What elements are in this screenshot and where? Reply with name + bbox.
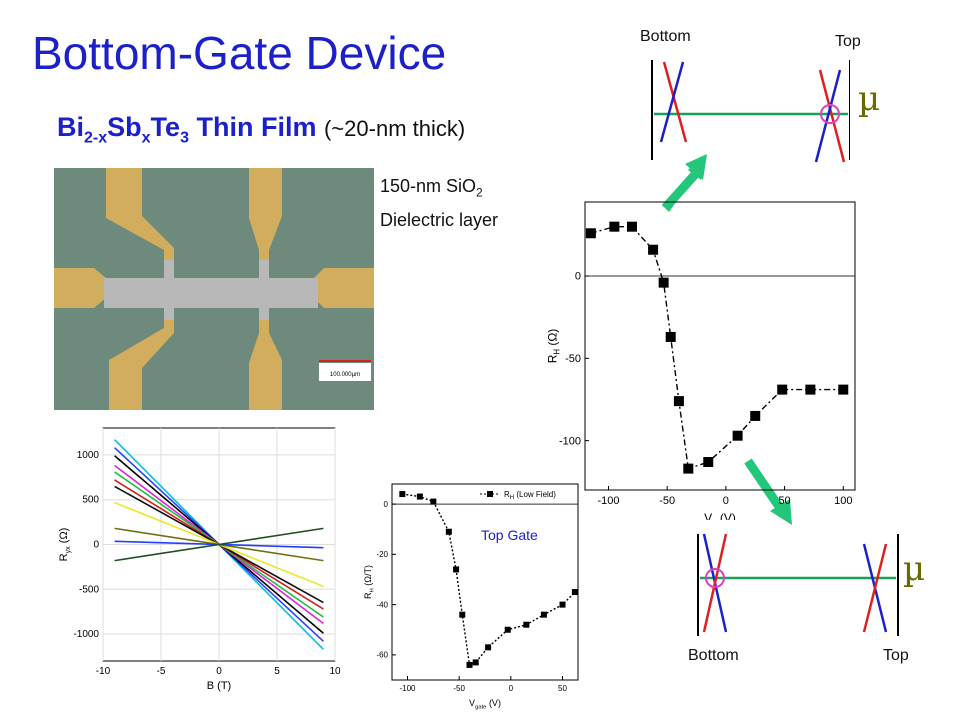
data-point [626,221,637,232]
arrow-down-icon [744,458,792,525]
y-tick-label: -60 [376,651,388,660]
chart-rh-vg: -100 -50 0 50 100 0 -50 -100 Vg (V) RH (Ω) [545,201,856,520]
data-point [609,221,620,232]
data-point [805,384,816,395]
fermi-circle [820,104,840,124]
mu-symbol: µ [903,549,926,589]
band-top-right-label: Top [835,33,861,50]
data-point [777,384,788,395]
hall-bar [104,278,318,308]
y-tick-label: -1000 [73,629,99,640]
contact-pad [249,318,282,410]
x-tick-label: 0 [509,684,514,693]
legend-label: RH (Low Field) [504,490,556,501]
data-point [838,384,849,395]
y-axis-label: RH (Ω) [545,329,561,364]
data-point [559,601,566,608]
y-axis-label: Ryx (Ω) [58,528,72,562]
y-tick-label: -50 [565,353,581,365]
data-point [571,589,578,596]
series-line [402,493,576,666]
contact-pad [314,268,374,308]
contact-pad [109,318,174,410]
x-tick-label: -10 [96,666,111,677]
x-axis-label: Vgate (V) [469,698,501,710]
x-tick-label: 10 [329,666,341,677]
x-tick-label: 0 [723,495,729,507]
mu-symbol: µ [858,79,881,119]
series-line [590,225,844,470]
device-micrograph: 100.000µm [54,168,374,410]
y-tick-label: -40 [376,600,388,609]
data-point [750,410,761,421]
x-tick-label: 50 [778,495,790,507]
fermi-circle [705,568,725,588]
data-point [658,277,669,288]
band-bottom-left-label: Bottom [688,647,739,664]
band-top-left-label: Bottom [640,28,691,45]
plot-frame [584,201,856,491]
x-tick-label: 100 [834,495,852,507]
y-tick-label: 0 [93,540,99,551]
legend-marker [487,491,493,497]
y-tick-label: -500 [79,584,99,595]
data-point [585,228,596,239]
band-bottom-right-label: Top [883,647,909,664]
data-point [472,659,479,666]
contact-pad [249,168,282,264]
data-point [523,621,530,628]
data-point [485,644,492,651]
scale-bar-label: 100.000µm [330,372,360,378]
film-composition: Bi2-xSbxTe3 Thin Film (~20-nm thick) [57,112,466,147]
data-point [540,611,547,618]
slide-title: Bottom-Gate Device [32,27,447,79]
data-point [453,566,460,573]
data-point [683,463,694,474]
x-tick-label: -100 [399,684,416,693]
data-point [459,611,466,618]
data-point [504,626,511,633]
x-tick-label: 5 [274,666,280,677]
chart-ryx-b: -10 -5 0 5 10 1000 500 0 -500 -1000 B (T) Ryx (Ω) [58,427,341,692]
x-tick-label: 0 [216,666,222,677]
data-point [673,396,684,407]
x-tick-label: -5 [157,666,166,677]
chart-rh-vgate: -100 -50 0 50 0 -20 -40 -60 Vgate (V) RH (Ω/T) RH … [363,483,579,710]
data-point [648,244,659,255]
contact-pad [106,168,174,264]
x-tick-label: -50 [659,495,675,507]
data-point [430,498,437,505]
data-point [399,491,406,498]
data-point [445,528,452,535]
band-diagram-top [651,60,850,163]
x-tick-label: -50 [453,684,465,693]
y-tick-label: 0 [575,271,581,283]
y-tick-label: -20 [376,550,388,559]
data-point [665,331,676,342]
y-tick-label: 0 [384,500,389,509]
series-line [114,527,324,562]
scale-bar-box [319,363,371,381]
data-point [416,493,423,500]
y-axis-label: RH (Ω/T) [363,565,375,599]
x-tick-label: 50 [558,684,567,693]
plot-frame [391,483,579,681]
dielectric-note: 150-nm SiO2 Dielectric layer [380,176,499,230]
band-diagram-bottom [697,533,899,636]
data-point [466,661,473,668]
x-tick-label: -100 [597,495,619,507]
data-point [703,457,714,468]
y-tick-label: 500 [82,495,99,506]
x-axis-label: B (T) [207,680,231,692]
x-axis-label: Vg (V) [704,511,736,520]
y-tick-label: 1000 [77,450,100,461]
data-point [732,430,743,441]
top-gate-annotation: Top Gate [481,527,538,543]
contact-pad [54,268,106,308]
y-tick-label: -100 [559,435,581,447]
